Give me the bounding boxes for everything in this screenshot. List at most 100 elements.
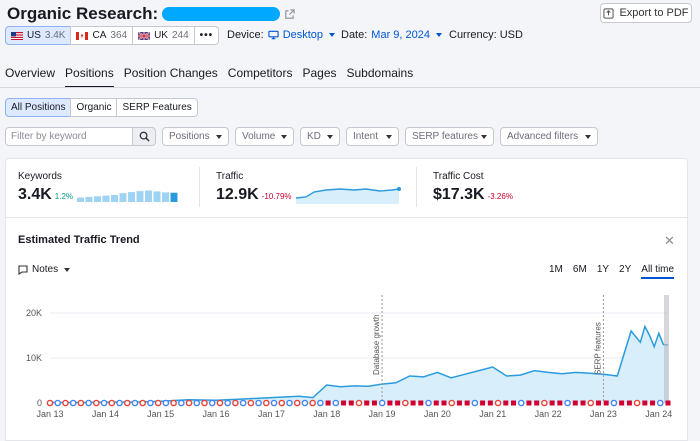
google-update-marker [309,399,316,407]
tab-pages[interactable]: Pages [302,66,337,80]
google-update-marker [564,399,571,407]
google-update-marker [54,399,62,407]
range-1m[interactable]: 1M [549,264,563,275]
keyword-spark-bar [85,196,93,202]
close-icon[interactable]: ✕ [664,233,675,248]
volume-filter[interactable]: Volume [235,127,294,146]
keyword-spark-bar [162,192,169,202]
google-update-marker [301,399,309,407]
traffic-metric[interactable]: 12.9K -10.79% [216,186,292,204]
event-marker [503,400,509,406]
x-tick-label: Jan 18 [313,409,340,419]
google-update-marker [208,399,216,407]
external-link-icon[interactable] [284,8,295,20]
notes-dropdown[interactable]: Notes [18,264,71,275]
database-us[interactable]: US 3.4K [5,26,72,45]
chevron-down-icon [329,33,336,37]
chevron-down-icon [64,267,71,272]
chevron-down-icon [281,134,287,139]
uk-flag-icon [138,31,151,40]
more-icon: ••• [199,30,214,41]
traffic-trend-chart[interactable]: 0 10K 20K Database growth SERP features Jan 1… [0,290,700,420]
annotation-label: SERP features [593,322,602,375]
event-marker [619,400,625,406]
x-tick-label: Jan 16 [203,409,230,419]
segment-serp-features[interactable]: SERP Features [116,98,198,117]
google-update-marker [154,399,162,407]
y-tick-label: 20K [26,308,42,318]
google-update-marker [278,399,286,407]
google-update-marker [46,399,54,407]
tab-competitors[interactable]: Competitors [227,66,293,80]
positions-filter[interactable]: Positions [162,127,229,146]
traffic-cost-metric[interactable]: $17.3K -3.26% [433,186,513,204]
google-update-marker [541,399,548,407]
kd-filter[interactable]: KD [300,127,340,146]
tab-positions[interactable]: Positions [65,66,114,88]
tab-position-changes[interactable]: Position Changes [123,66,218,80]
database-ca-count: 364 [110,30,128,41]
date-value: Mar 9, 2024 [371,29,430,41]
segment-all-positions[interactable]: All Positions [5,98,72,117]
intent-filter[interactable]: Intent [346,127,399,146]
segment-organic[interactable]: Organic [70,98,118,117]
tab-overview[interactable]: Overview [5,66,56,80]
google-update-marker [378,399,386,407]
google-update-marker [517,399,525,407]
google-update-marker [170,399,177,407]
google-update-marker [123,399,131,407]
google-update-marker [162,399,170,407]
more-databases-button[interactable]: ••• [193,26,220,45]
google-update-marker [147,399,154,407]
event-marker [526,400,532,406]
sparkline-end-point [397,187,401,191]
google-update-marker [77,399,85,407]
google-update-marker [610,399,618,407]
database-ca[interactable]: CA 364 [70,26,134,45]
x-tick-label: Jan 21 [479,409,506,419]
keyword-filter-input[interactable] [5,127,133,146]
google-update-marker [355,399,363,407]
tab-subdomains[interactable]: Subdomains [346,66,414,80]
export-pdf-button[interactable]: Export to PDF [600,3,692,23]
serp-features-filter[interactable]: SERP features [405,127,494,146]
keyword-spark-bar [94,196,101,202]
event-marker [387,400,393,406]
event-marker [487,400,493,406]
keywords-sparkbars [77,190,178,202]
device-label: Device: [227,29,264,41]
annotation-label: Database growth [372,315,381,375]
event-marker [642,400,648,406]
x-tick-label: Jan 24 [645,409,672,419]
google-update-marker [448,399,456,407]
traffic-cost-delta: -3.26% [487,192,513,201]
google-update-marker [471,399,479,407]
event-marker [410,400,416,406]
kd-filter-label: KD [307,131,321,142]
keywords-label: Keywords [18,171,62,182]
database-selector: US 3.4K CA 364 UK 244 ••• [5,26,220,45]
traffic-delta: -10.79% [261,192,292,201]
metric-divider [416,167,417,207]
range-all-time[interactable]: All time [641,264,675,279]
search-icon [139,131,150,142]
search-button[interactable] [132,127,156,146]
metric-divider [199,167,200,207]
date-selector[interactable]: Date: Mar 9, 2024 [341,29,442,41]
keyword-spark-bar [119,193,127,202]
google-update-marker [85,399,92,407]
x-tick-label: Jan 22 [535,409,562,419]
date-label: Date: [341,29,368,41]
y-tick-label: 10K [26,353,42,363]
event-marker [511,400,516,406]
keywords-metric[interactable]: 3.4K 1.2% [18,186,73,204]
keyword-spark-bar [102,195,110,202]
advanced-filters[interactable]: Advanced filters [500,127,598,146]
database-uk[interactable]: UK 244 [132,26,195,45]
trend-title: Estimated Traffic Trend [18,234,140,246]
chevron-down-icon [585,134,591,139]
range-2y[interactable]: 2Y [619,264,632,275]
range-6m[interactable]: 6M [572,264,587,275]
range-1y[interactable]: 1Y [596,264,610,275]
device-selector[interactable]: Device: Desktop [227,29,336,41]
